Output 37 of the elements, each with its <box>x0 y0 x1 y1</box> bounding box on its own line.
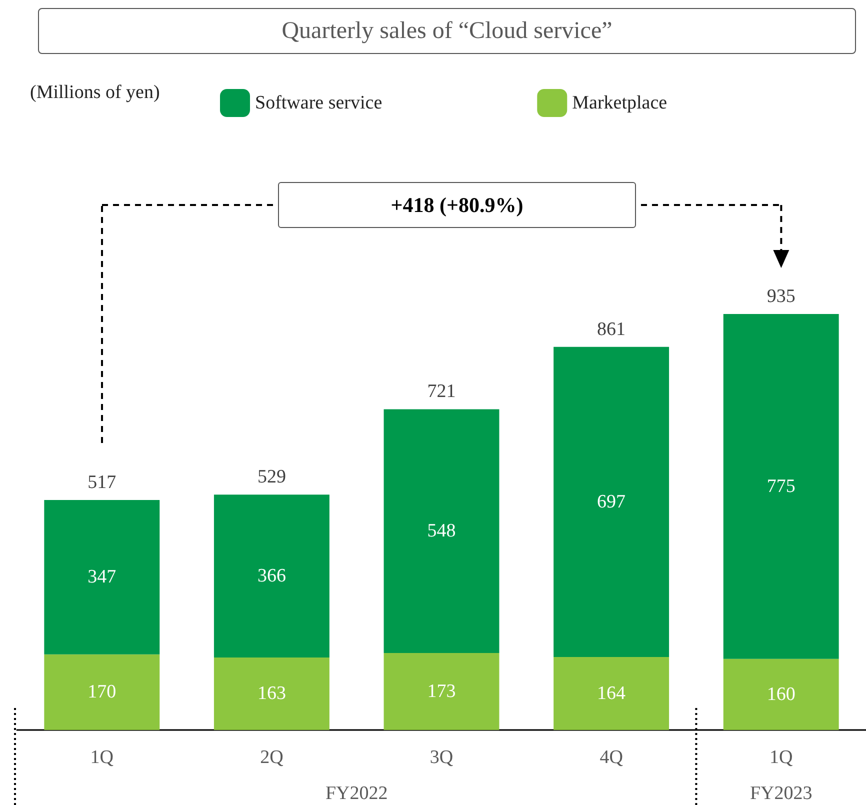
chart-title: Quarterly sales of “Cloud service” <box>38 8 856 54</box>
text: +418 (+80.9%) <box>278 182 636 228</box>
total-label: 935 <box>766 286 796 307</box>
data-label: 170 <box>88 682 116 703</box>
total-label: 517 <box>88 472 116 493</box>
data-label: 160 <box>766 684 796 705</box>
legend-label: Software service <box>255 92 382 114</box>
text: (Millions of yen) <box>30 82 160 104</box>
text: FY2022 <box>324 783 389 805</box>
x-tick-label: 1Q <box>90 747 114 768</box>
total-label: 861 <box>597 318 626 340</box>
bar <box>214 494 330 658</box>
x-tick-label: 4Q <box>600 747 624 768</box>
data-label: 697 <box>597 491 626 512</box>
data-label: 366 <box>257 566 286 587</box>
data-label: 347 <box>88 566 116 588</box>
bar <box>384 409 500 654</box>
bar <box>44 654 160 730</box>
bar <box>214 657 330 730</box>
data-label: 173 <box>427 681 456 702</box>
legend-label: Marketplace <box>572 92 668 114</box>
x-tick-label: 3Q <box>430 747 454 768</box>
bar <box>554 346 670 658</box>
total-label: 529 <box>257 466 286 488</box>
bar <box>723 658 839 730</box>
bar <box>44 500 160 654</box>
total-label: 721 <box>427 381 456 402</box>
data-label: 775 <box>766 476 796 497</box>
data-label: 548 <box>427 520 456 542</box>
bar <box>723 314 839 659</box>
text: FY2023 <box>748 783 814 805</box>
data-label: 164 <box>597 683 626 704</box>
x-tick-label: 2Q <box>260 747 284 768</box>
data-label: 163 <box>257 683 286 704</box>
bar <box>384 653 500 730</box>
x-tick-label: 1Q <box>769 747 793 768</box>
bar <box>554 657 670 730</box>
